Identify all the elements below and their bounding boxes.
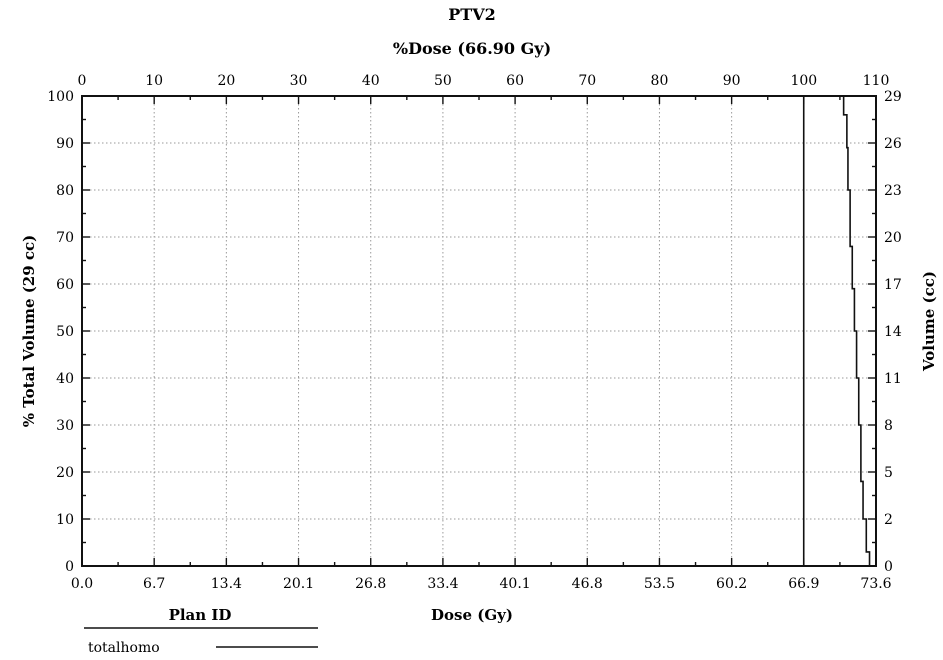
- dvh-curve: [837, 95, 871, 566]
- y-tick-label: 0: [65, 559, 74, 575]
- y-tick-label: 40: [56, 371, 74, 387]
- top-tick-label: 50: [434, 73, 452, 89]
- x-tick-label: 60.2: [716, 576, 747, 592]
- top-tick-label: 0: [78, 73, 87, 89]
- x-tick-label: 66.9: [788, 576, 819, 592]
- x-tick-label: 13.4: [211, 576, 242, 592]
- top-tick-label: 60: [506, 73, 524, 89]
- y-tick-label: 20: [56, 465, 74, 481]
- x-tick-label: 26.8: [355, 576, 386, 592]
- x-axis-label: Dose (Gy): [431, 606, 513, 624]
- top-tick-label: 10: [145, 73, 163, 89]
- right-tick-label: 2: [884, 512, 893, 528]
- x-tick-label: 0.0: [71, 576, 93, 592]
- top-tick-label: 80: [651, 73, 669, 89]
- x-tick-label: 6.7: [143, 576, 165, 592]
- top-tick-label: 30: [290, 73, 308, 89]
- right-tick-label: 0: [884, 559, 893, 575]
- right-tick-label: 14: [884, 324, 902, 340]
- right-tick-label: 8: [884, 418, 893, 434]
- y-tick-label: 60: [56, 277, 74, 293]
- right-tick-label: 20: [884, 230, 902, 246]
- right-tick-label: 11: [884, 371, 902, 387]
- x-tick-label: 46.8: [572, 576, 603, 592]
- right-tick-label: 26: [884, 136, 902, 152]
- x-tick-label: 53.5: [644, 576, 675, 592]
- x-tick-label: 40.1: [500, 576, 531, 592]
- legend-header: Plan ID: [169, 606, 232, 624]
- top-tick-label: 20: [217, 73, 235, 89]
- top-tick-label: 110: [863, 73, 890, 89]
- y-tick-label: 90: [56, 136, 74, 152]
- right-tick-label: 29: [884, 89, 902, 105]
- y-tick-label: 30: [56, 418, 74, 434]
- right-tick-label: 23: [884, 183, 902, 199]
- legend-series-name: totalhomo: [88, 640, 160, 656]
- y-tick-label: 10: [56, 512, 74, 528]
- x-tick-label: 33.4: [427, 576, 458, 592]
- right-axis-label: Volume (cc): [920, 271, 938, 372]
- right-tick-label: 5: [884, 465, 893, 481]
- series-layer: [837, 95, 871, 566]
- y-tick-label: 100: [47, 89, 74, 105]
- y-tick-label: 50: [56, 324, 74, 340]
- right-tick-label: 17: [884, 277, 902, 293]
- y-tick-label: 70: [56, 230, 74, 246]
- y-tick-label: 80: [56, 183, 74, 199]
- legend: Plan ID totalhomo: [84, 606, 318, 656]
- x-tick-label: 20.1: [283, 576, 314, 592]
- top-axis-label: %Dose (66.90 Gy): [393, 39, 551, 58]
- chart-title: PTV2: [448, 5, 495, 24]
- tick-marks: [81, 95, 877, 567]
- top-tick-label: 40: [362, 73, 380, 89]
- top-tick-label: 100: [790, 73, 817, 89]
- x-tick-label: 73.6: [860, 576, 891, 592]
- top-tick-label: 90: [723, 73, 741, 89]
- y-axis-label: % Total Volume (29 cc): [20, 235, 38, 428]
- grid-lines: [82, 96, 876, 566]
- top-tick-label: 70: [578, 73, 596, 89]
